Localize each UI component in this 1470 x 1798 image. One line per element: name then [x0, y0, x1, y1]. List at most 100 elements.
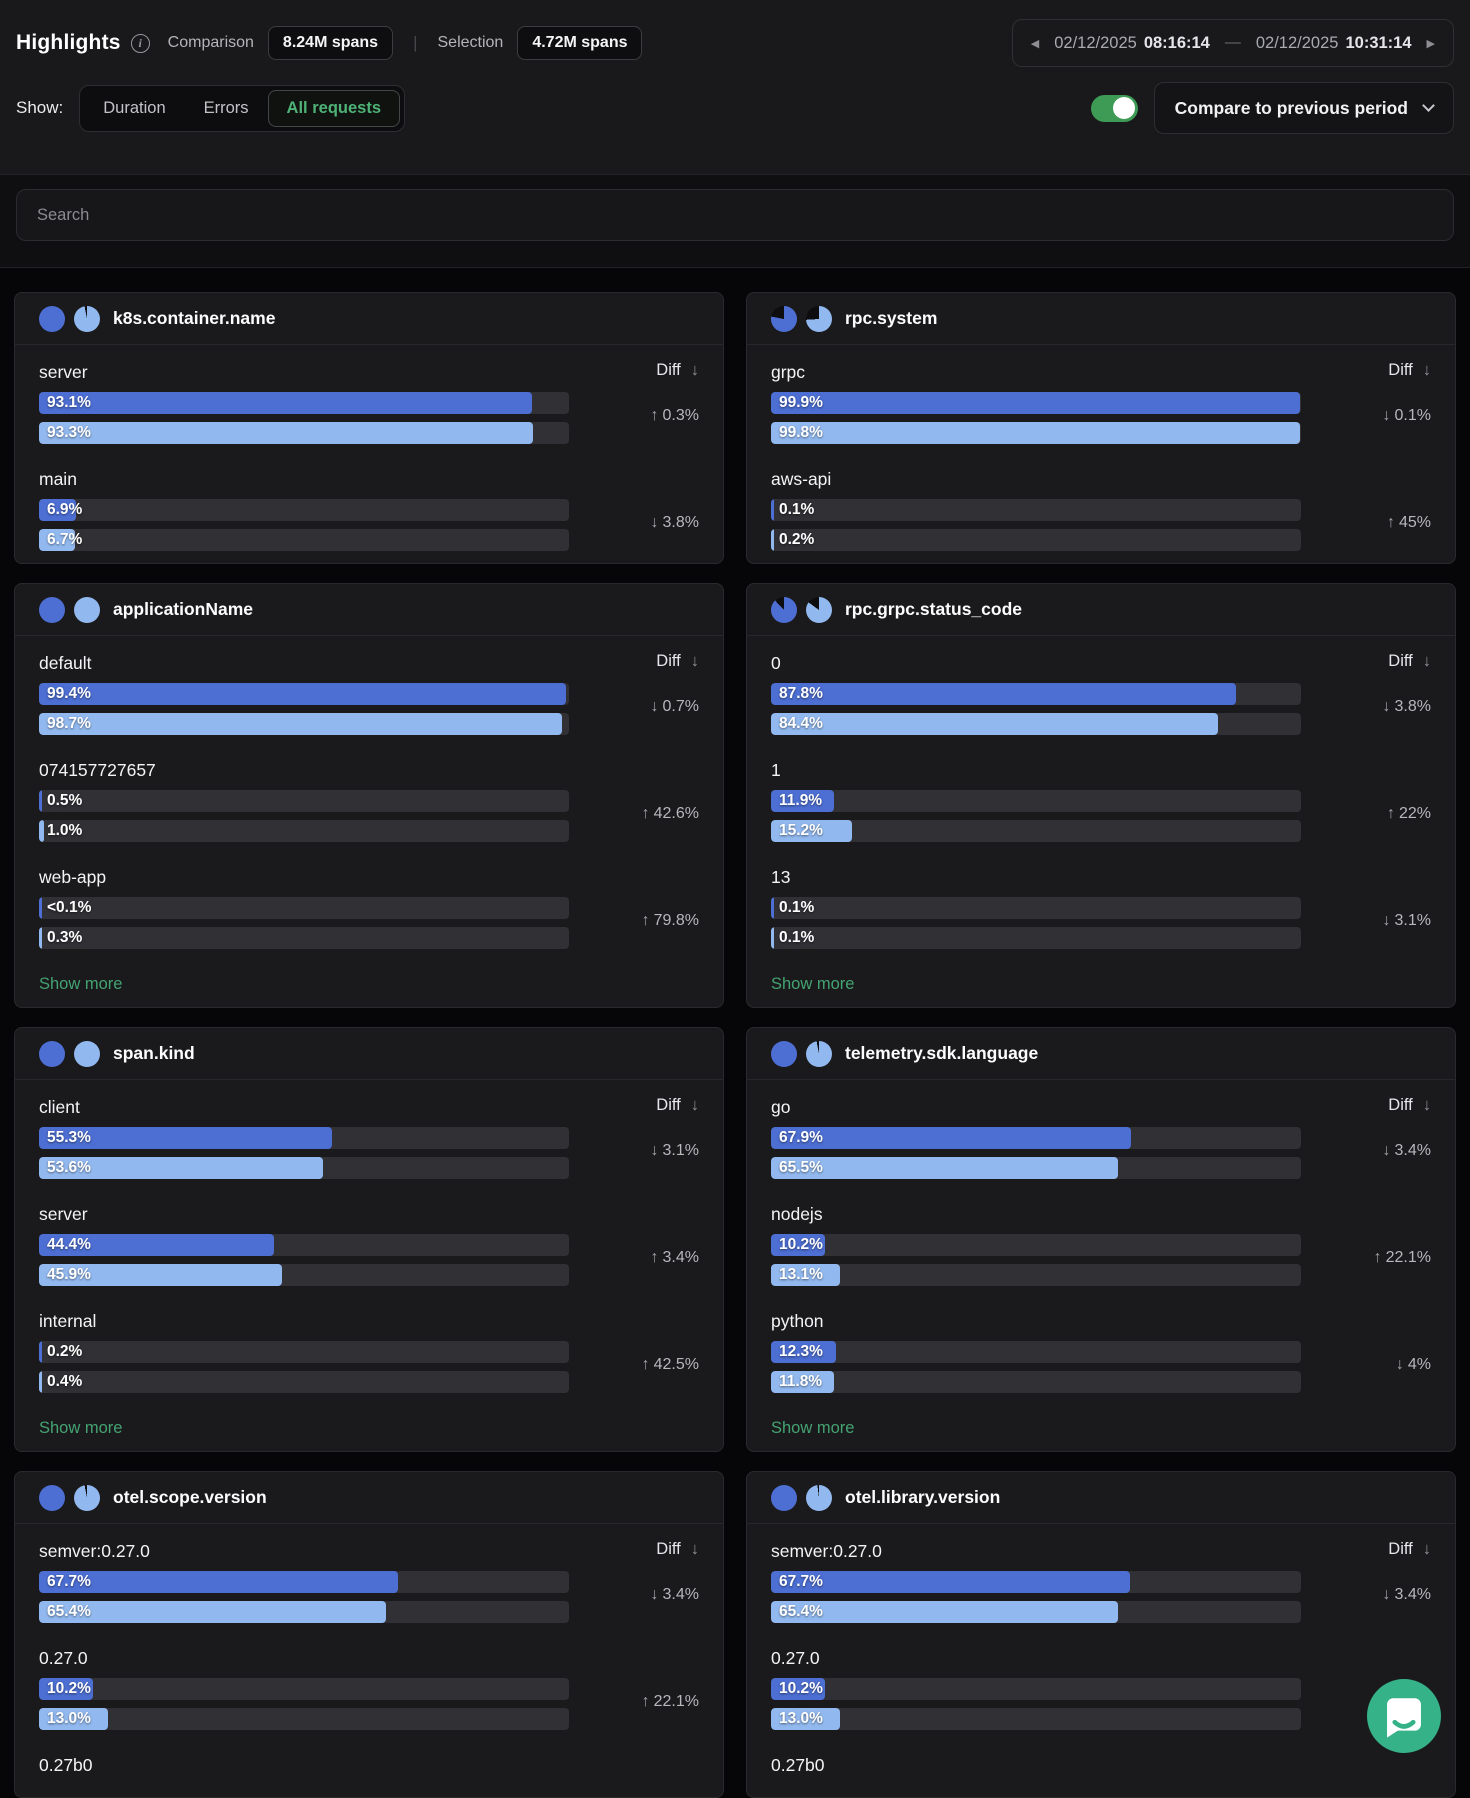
- bar-value: 6.9%: [47, 501, 83, 518]
- bar-value: 84.4%: [779, 715, 823, 732]
- diff-sort-header[interactable]: Diff ↓: [656, 361, 699, 380]
- attribute-card: applicationName default 99.4% 98.7% Diff ↓ ↓ 0.…: [14, 583, 724, 1008]
- attribute-card: span.kind client 55.3% 53.6% Diff ↓ ↓ 3.1% serve…: [14, 1027, 724, 1452]
- diff-sort-header[interactable]: Diff ↓: [656, 1540, 699, 1559]
- value-group: 074157727657 0.5% 1.0% ↑ 42.6%: [39, 759, 699, 842]
- diff-label: Diff: [1388, 652, 1413, 670]
- search-input[interactable]: [16, 189, 1454, 241]
- info-icon[interactable]: i: [130, 33, 150, 53]
- show-more-link[interactable]: Show more: [771, 975, 855, 993]
- bar-value: 10.2%: [779, 1680, 823, 1697]
- right-controls: Compare to previous period: [1090, 82, 1454, 134]
- comparison-bar: 10.2%: [39, 1678, 569, 1700]
- attribute-card: otel.scope.version semver:0.27.0 67.7% 65.4…: [14, 1471, 724, 1798]
- value-label: server: [39, 362, 88, 382]
- arrow-up-icon: ↑: [650, 1249, 659, 1266]
- comparison-bar: 10.2%: [771, 1678, 1301, 1700]
- bar-fill: [39, 1341, 42, 1363]
- card-title: applicationName: [113, 599, 254, 619]
- show-more-link[interactable]: Show more: [39, 975, 123, 993]
- value-label: internal: [39, 1311, 97, 1331]
- value-label: server: [39, 1204, 88, 1224]
- selection-bar: 13.0%: [771, 1708, 1301, 1730]
- attribute-card: otel.library.version semver:0.27.0 67.7% 65…: [746, 1471, 1456, 1798]
- card-body: server 93.1% 93.3% Diff ↓ ↑ 0.3% main 6.9% 6.7% ↓ 3…: [15, 345, 723, 563]
- bars: 10.2% 13.0%: [39, 1678, 569, 1730]
- comparison-bar: 99.9%: [771, 392, 1301, 414]
- selection-pie-icon: [74, 305, 100, 332]
- value-group: 0.27b0: [771, 1754, 1431, 1776]
- selection-bar: 1.0%: [39, 820, 569, 842]
- arrow-down-icon: ↓: [1382, 1586, 1391, 1603]
- sort-arrow-icon: ↓: [690, 361, 699, 379]
- bars: 67.9% 65.5%: [771, 1127, 1301, 1179]
- bars: 67.7% 65.4%: [771, 1571, 1301, 1623]
- value-label: semver:0.27.0: [39, 1541, 150, 1561]
- compare-toggle[interactable]: [1090, 94, 1138, 122]
- date-range-picker[interactable]: ◀ 02/12/2025 08:16:14 — 02/12/2025 10:31:1…: [1011, 19, 1454, 67]
- card-header: rpc.grpc.status_code: [747, 584, 1455, 636]
- show-more-link[interactable]: Show more: [39, 1419, 123, 1437]
- bar-fill: [771, 897, 774, 919]
- comparison-bar: <0.1%: [39, 897, 569, 919]
- bar-value: 67.7%: [47, 1573, 91, 1590]
- bar-value: 0.3%: [47, 929, 83, 946]
- bar-value: 11.9%: [779, 792, 823, 809]
- value-label: 13: [771, 867, 791, 887]
- comparison-bar: 93.1%: [39, 392, 569, 414]
- value-label: 0: [771, 653, 781, 673]
- arrow-up-icon: ↑: [650, 407, 659, 424]
- diff-sort-header[interactable]: Diff ↓: [656, 652, 699, 671]
- diff-sort-header[interactable]: Diff ↓: [1388, 1540, 1431, 1559]
- bar-fill: [39, 1571, 398, 1593]
- bar-value: 13.1%: [779, 1266, 823, 1283]
- value-label: 0.27b0: [39, 1755, 93, 1775]
- diff-sort-header[interactable]: Diff ↓: [656, 1096, 699, 1115]
- cards-grid: k8s.container.name server 93.1% 93.3% Diff ↓ ↑…: [0, 268, 1470, 1798]
- bar-fill: [771, 1571, 1130, 1593]
- bar-fill: [771, 927, 774, 949]
- bar-fill: [39, 1601, 386, 1623]
- selection-pie-icon: [74, 1040, 100, 1067]
- bar-value: 65.4%: [47, 1603, 91, 1620]
- bars: 87.8% 84.4%: [771, 683, 1301, 735]
- bars: 67.7% 65.4%: [39, 1571, 569, 1623]
- comparison-pie-icon: [771, 596, 797, 623]
- selection-bar: 99.8%: [771, 422, 1301, 444]
- bar-value: 1.0%: [47, 822, 83, 839]
- bar-fill: [39, 713, 563, 735]
- tab-all-requests[interactable]: All requests: [267, 89, 400, 127]
- arrow-down-icon: ↓: [650, 514, 659, 531]
- card-title: telemetry.sdk.language: [845, 1043, 1039, 1063]
- diff-value: ↓ 3.8%: [1382, 698, 1431, 715]
- value-group: semver:0.27.0 67.7% 65.4% Diff ↓ ↓ 3.4%: [771, 1540, 1431, 1623]
- arrow-down-icon: ↓: [650, 698, 659, 715]
- diff-sort-header[interactable]: Diff ↓: [1388, 652, 1431, 671]
- diff-sort-header[interactable]: Diff ↓: [1388, 361, 1431, 380]
- value-group: 1 11.9% 15.2% ↑ 22%: [771, 759, 1431, 842]
- page-header: Highlights i Comparison 8.24M spans | Se…: [0, 0, 1470, 174]
- selection-bar: 6.7%: [39, 529, 569, 551]
- value-group: python 12.3% 11.8% ↓ 4%: [771, 1310, 1431, 1393]
- bar-fill: [771, 499, 774, 521]
- diff-value: ↓ 3.4%: [650, 1586, 699, 1603]
- tab-errors[interactable]: Errors: [203, 98, 249, 117]
- card-body: semver:0.27.0 67.7% 65.4% Diff ↓ ↓ 3.4% 0.27.0 1…: [747, 1524, 1455, 1797]
- selection-pie-icon: [74, 596, 100, 623]
- value-group: internal 0.2% 0.4% ↑ 42.5%: [39, 1310, 699, 1393]
- diff-sort-header[interactable]: Diff ↓: [1388, 1096, 1431, 1115]
- chat-launcher-button[interactable]: [1367, 1679, 1441, 1753]
- compare-dropdown[interactable]: Compare to previous period: [1153, 82, 1454, 134]
- value-label: 0.27.0: [39, 1648, 88, 1668]
- bar-fill: [771, 1708, 840, 1730]
- previous-period-arrow-icon[interactable]: ◀: [1030, 37, 1040, 50]
- card-title: rpc.grpc.status_code: [845, 599, 1022, 619]
- arrow-down-icon: ↓: [1395, 1356, 1404, 1373]
- show-more-link[interactable]: Show more: [771, 1419, 855, 1437]
- next-period-arrow-icon[interactable]: ▶: [1426, 37, 1435, 50]
- range-separator: —: [1224, 34, 1241, 51]
- tab-duration[interactable]: Duration: [103, 98, 166, 117]
- card-header: otel.library.version: [747, 1472, 1455, 1524]
- card-body: semver:0.27.0 67.7% 65.4% Diff ↓ ↓ 3.4% 0.27.0 1…: [15, 1524, 723, 1797]
- comparison-pie-icon: [39, 1040, 65, 1067]
